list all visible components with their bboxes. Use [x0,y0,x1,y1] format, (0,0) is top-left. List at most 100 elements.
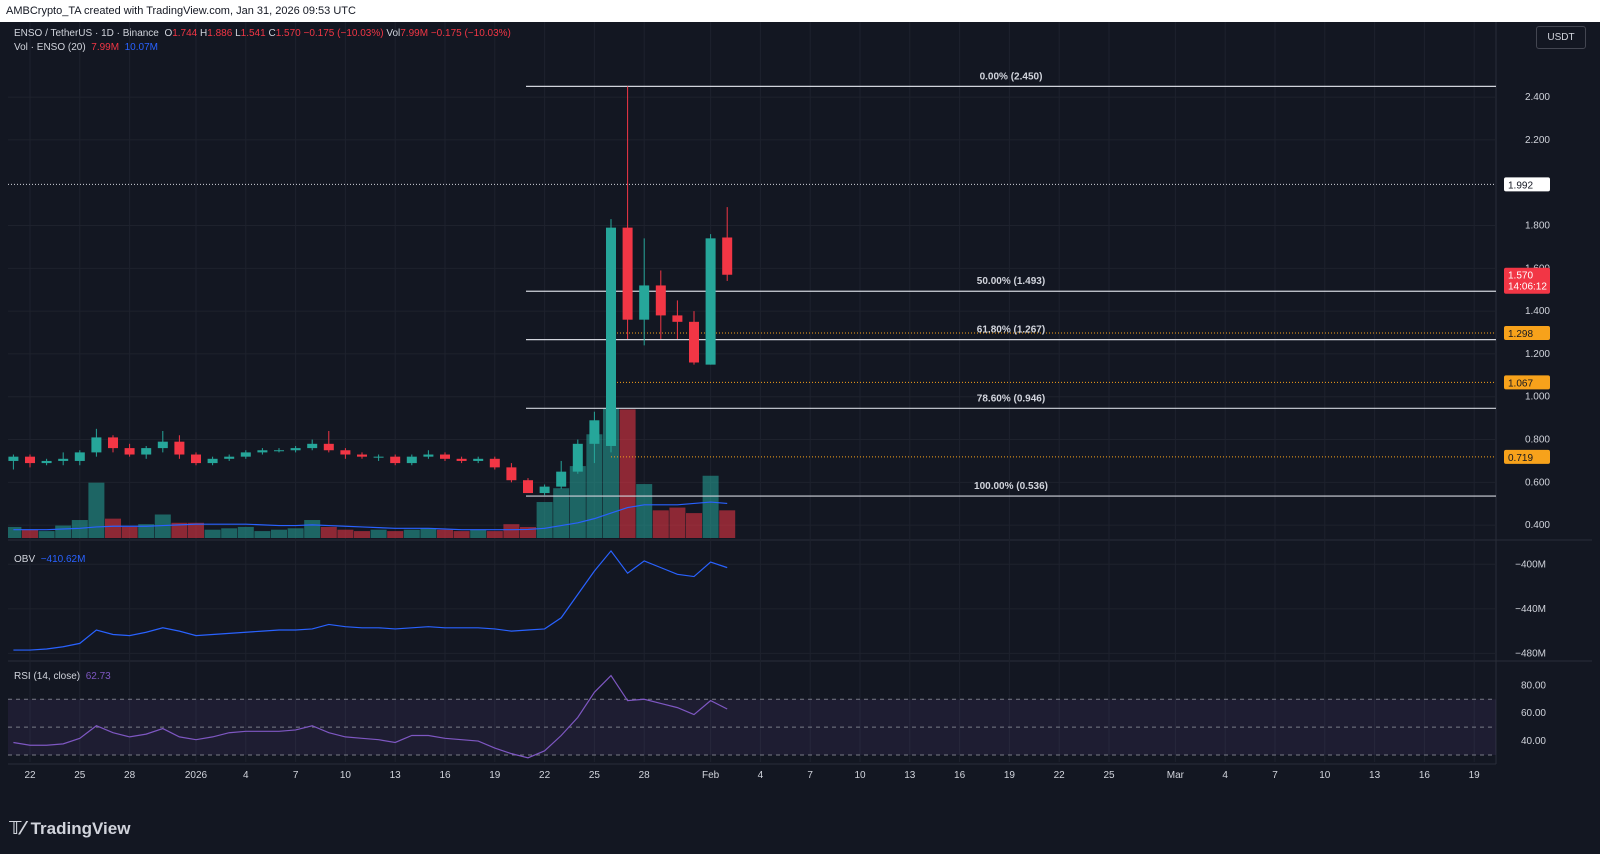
volume-bar [171,522,188,538]
high-value: 1.886 [207,28,233,39]
tradingview-logo[interactable]: 𝕋⁄ TradingView [9,818,130,839]
candle-body-down [390,456,401,464]
volume-bar [188,522,204,538]
price-tick-label: 1.800 [1525,221,1550,232]
chart-attribution-header: AMBCrypto_TA created with TradingView.co… [0,0,1600,22]
time-tick-label: 16 [954,770,966,781]
obv-value: −410.62M [40,554,86,565]
volume-bar [304,520,321,538]
level-badge [1504,449,1550,464]
tradingview-brand: TradingView [30,818,131,838]
volume-bar [619,409,636,538]
price-tick-label: 2.400 [1525,92,1550,103]
time-tick-label: 25 [1103,770,1115,781]
candle-body-up [589,420,600,444]
candle-body-up [41,460,52,464]
volume-bar [55,525,72,538]
volume-bar [636,484,653,538]
volume-bar [287,528,304,538]
volume-bar [702,475,719,538]
volume-indicator-label: Vol · ENSO (20) [14,42,86,53]
rsi-tick-label: 60.00 [1521,708,1546,719]
volume-bar [553,488,570,538]
volume-ma-value: 10.07M [124,42,158,53]
time-tick-label: 22 [1054,770,1066,781]
time-tick-label: 10 [340,770,352,781]
volume-bar [503,524,520,538]
attribution-text: AMBCrypto_TA created with TradingView.co… [6,5,356,17]
obv-tick-label: −400M [1515,559,1546,570]
time-tick-label: 19 [1004,770,1016,781]
price-legend: ENSO / TetherUS · 1D · Binance O1.744 H1… [14,28,511,39]
candle-body-down [722,237,733,275]
volume-bar [121,526,138,538]
candle-body-up [572,443,583,472]
open-value: 1.744 [172,28,198,39]
volume-bar [337,529,354,538]
time-tick-label: 19 [1469,770,1481,781]
volume-bar [320,526,337,538]
candle-body-down [456,458,467,461]
volume-ma-line [13,501,728,531]
price-tick-label: 1.000 [1525,392,1550,403]
vol-label: Vol [386,28,401,39]
volume-bar [271,529,287,538]
rsi-tick-label: 80.00 [1521,680,1546,691]
candle-body-down [191,454,201,464]
time-tick-label: 7 [293,770,299,781]
volume-bar [8,526,22,538]
candle-body-down [124,448,135,455]
time-tick-label: 4 [1222,770,1228,781]
volume-bar [71,520,88,538]
level-badge-text: 1.298 [1508,329,1533,340]
rsi-line [13,674,728,759]
rsi-value: 62.73 [85,671,111,682]
volume-bar [154,514,171,538]
time-tick-label: Feb [702,770,720,781]
rsi-label: RSI (14, close) [14,671,81,682]
low-value: 1.541 [240,28,266,39]
chart-frame[interactable]: 22 25 28 2026 4 7 10 13 16 19 22 25 28 Feb 4 7 10 13 16 19 2… [8,22,1592,804]
tradingview-logo-icon: 𝕋⁄ [9,818,25,839]
volume-bar [569,466,586,538]
candle-body-up [257,450,268,453]
volume-bar [686,513,702,538]
volume-bar [22,529,38,538]
candle-body-up [224,456,235,459]
volume-bar [453,531,470,538]
volume-bar [437,529,453,538]
volume-bar [586,434,603,538]
time-tick-label: 22 [24,770,36,781]
rsi-tick-label: 40.00 [1521,736,1546,747]
candle-body-down [523,480,533,494]
level-badge-text: 0.719 [1508,453,1533,464]
time-tick-label: 10 [854,770,866,781]
change-value: −0.175 (−10.03%) [303,28,384,39]
dotted-level-badge [1504,177,1550,192]
candle-body-up [556,471,567,487]
volume-bar [652,510,669,538]
candle-body-up [290,448,301,451]
price-tick-label: 0.400 [1525,520,1550,531]
level-badge [1504,325,1550,340]
candle-body-down [108,437,118,449]
candle-body-up [606,227,616,446]
fibonacci-label: 100.00% (0.536) [974,481,1048,492]
volume-bar [354,531,370,538]
rsi-legend: RSI (14, close) 62.73 [14,671,111,682]
time-tick-label: 19 [489,770,501,781]
fibonacci-label: 50.00% (1.493) [977,276,1045,287]
candle-body-down [672,315,683,322]
volume-bar [719,510,736,538]
volume-bar [536,502,553,538]
trading-chart[interactable]: 22 25 28 2026 4 7 10 13 16 19 22 25 28 Feb 4 7 10 13 16 19 2… [8,22,1592,804]
candle-body-up [207,458,218,464]
price-tick-label: 1.200 [1525,349,1550,360]
fibonacci-label: 0.00% (2.450) [980,71,1043,82]
candle-body-up [58,458,69,461]
currency-button[interactable]: USDT [1536,26,1586,49]
vol-value: 7.99M [400,28,429,39]
volume-bar [254,531,271,538]
obv-tick-label: −440M [1515,604,1546,615]
close-value: 1.570 [275,28,301,39]
